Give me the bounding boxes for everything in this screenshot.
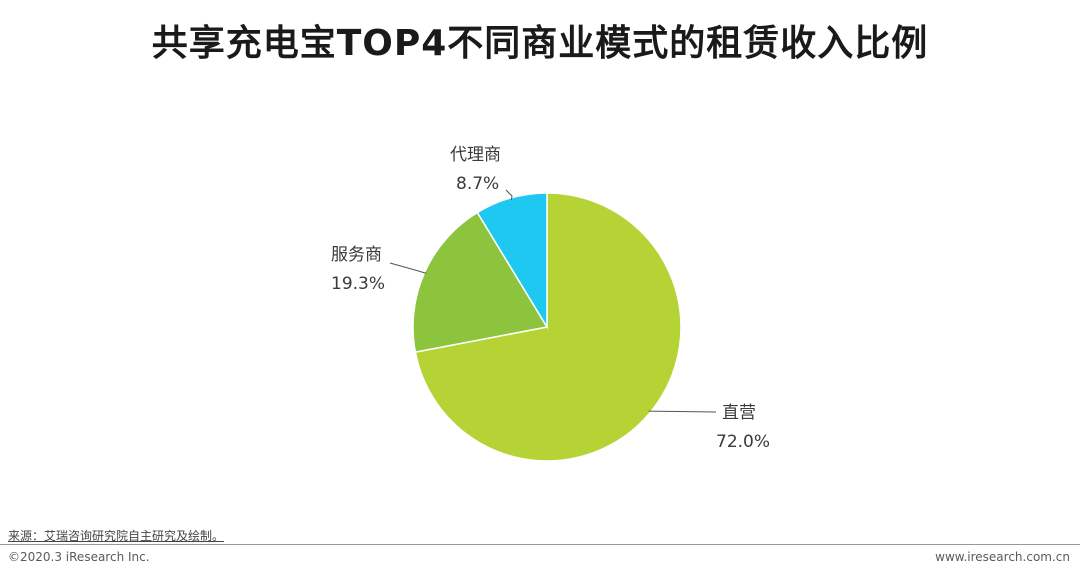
slice-value-dailishang: 8.7% <box>456 174 499 194</box>
slice-zhiying <box>414 192 682 462</box>
slice-label-fuwushang: 服务商 <box>331 245 382 265</box>
slices-layer <box>412 192 682 462</box>
footer-divider <box>0 544 1080 545</box>
slice-value-fuwushang: 19.3% <box>331 274 385 294</box>
leader-line-zhiying <box>648 410 717 413</box>
website-link[interactable]: www.iresearch.com.cn <box>935 550 1070 564</box>
copyright-text: ©2020.3 iResearch Inc. <box>8 550 150 564</box>
slice-value-zhiying: 72.0% <box>716 432 770 452</box>
leader-line-dailishang <box>505 189 513 200</box>
labels-layer: 直营 72.0% 服务商 19.3% 代理商 8.7% <box>331 145 770 452</box>
leader-line-fuwushang <box>389 262 427 274</box>
page-title: 共享充电宝TOP4不同商业模式的租赁收入比例 <box>151 23 929 64</box>
slice-label-zhiying: 直营 <box>722 403 756 423</box>
slice-dailishang <box>476 192 548 330</box>
slice-label-dailishang: 代理商 <box>450 145 501 165</box>
source-note: 来源：艾瑞咨询研究院自主研究及绘制。 <box>8 529 225 543</box>
